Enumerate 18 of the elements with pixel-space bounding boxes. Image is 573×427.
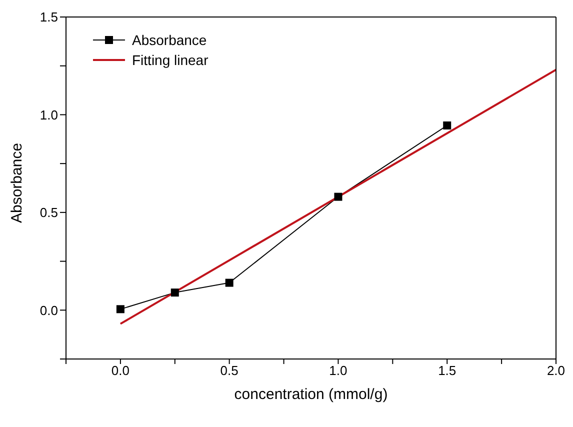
x-tick-label: 0.5 [220,363,238,378]
x-tick-label: 1.0 [329,363,348,378]
x-tick-label: 1.5 [438,363,456,378]
y-tick-label: 1.5 [40,10,58,25]
point [170,288,179,297]
y-tick-label: 0.0 [40,302,58,318]
legend-label: Fitting linear [132,51,208,70]
y-tick-label: 0.5 [40,205,58,220]
point [334,192,342,201]
y-tick-label: 1.0 [40,107,58,122]
x-tick-label: 2.0 [546,363,566,378]
x-axis-title: concentration (mmol/g) [234,386,388,403]
legend-label: Absorbance [132,31,207,50]
point [225,278,234,287]
x-tick-label: 0.0 [111,363,130,378]
point [116,305,124,314]
point [443,121,452,130]
y-axis-title: Absorbance [8,142,26,223]
